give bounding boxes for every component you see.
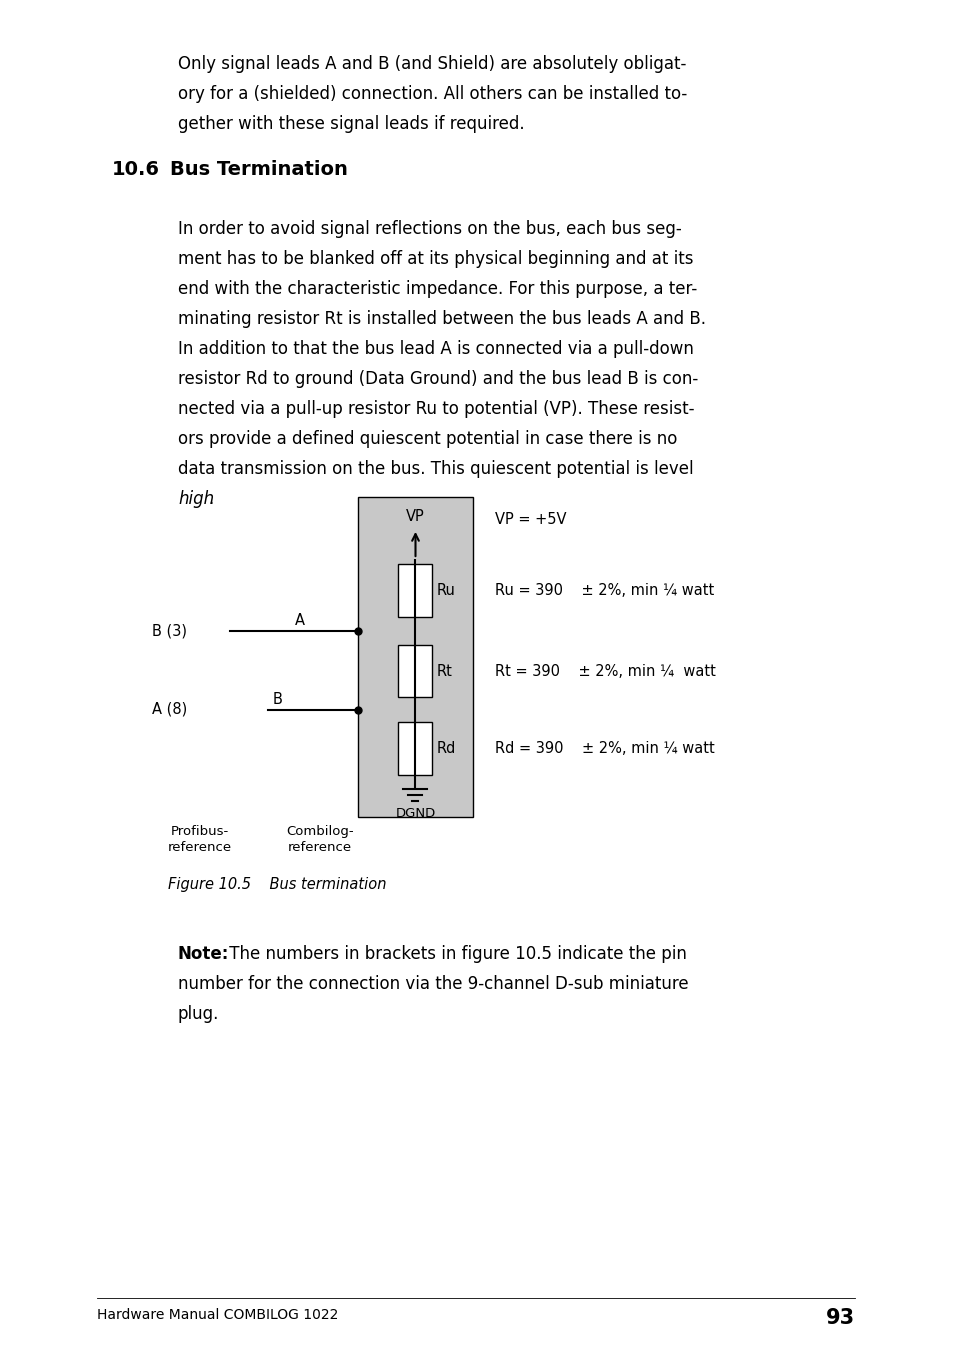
Text: plug.: plug.: [178, 1005, 219, 1023]
Text: data transmission on the bus. This quiescent potential is level: data transmission on the bus. This quies…: [178, 459, 693, 478]
Text: B: B: [273, 692, 283, 707]
Text: reference: reference: [168, 842, 232, 854]
Text: VP = +5V: VP = +5V: [495, 512, 566, 527]
Text: Rd = 390    ± 2%, min ¼ watt: Rd = 390 ± 2%, min ¼ watt: [495, 740, 714, 757]
Text: nected via a pull-up resistor Ru to potential (VP). These resist-: nected via a pull-up resistor Ru to pote…: [178, 400, 694, 417]
Text: resistor Rd to ground (Data Ground) and the bus lead B is con-: resistor Rd to ground (Data Ground) and …: [178, 370, 698, 388]
Text: 93: 93: [825, 1308, 854, 1328]
Text: DGND: DGND: [395, 807, 436, 820]
Text: A: A: [294, 613, 305, 628]
Text: The numbers in brackets in figure 10.5 indicate the pin: The numbers in brackets in figure 10.5 i…: [224, 944, 686, 963]
Text: Profibus-: Profibus-: [171, 825, 229, 838]
Text: number for the connection via the 9-channel D-sub miniature: number for the connection via the 9-chan…: [178, 975, 688, 993]
Text: .: .: [208, 490, 213, 508]
Text: ors provide a defined quiescent potential in case there is no: ors provide a defined quiescent potentia…: [178, 430, 677, 449]
Text: Combilog-: Combilog-: [286, 825, 354, 838]
Text: end with the characteristic impedance. For this purpose, a ter-: end with the characteristic impedance. F…: [178, 280, 697, 299]
Text: Only signal leads A and B (and Shield) are absolutely obligat-: Only signal leads A and B (and Shield) a…: [178, 55, 685, 73]
Text: Note:: Note:: [178, 944, 229, 963]
Text: high: high: [178, 490, 213, 508]
Text: Ru = 390    ± 2%, min ¼ watt: Ru = 390 ± 2%, min ¼ watt: [495, 584, 714, 598]
Text: Bus Termination: Bus Termination: [170, 159, 348, 178]
Bar: [357, 497, 473, 817]
Text: gether with these signal leads if required.: gether with these signal leads if requir…: [178, 115, 524, 132]
Bar: [398, 563, 432, 617]
Bar: [398, 721, 432, 775]
Text: Rt = 390    ± 2%, min ¼  watt: Rt = 390 ± 2%, min ¼ watt: [495, 663, 715, 678]
Text: minating resistor Rt is installed between the bus leads A and B.: minating resistor Rt is installed betwee…: [178, 309, 705, 328]
Text: In order to avoid signal reflections on the bus, each bus seg-: In order to avoid signal reflections on …: [178, 220, 681, 238]
Bar: [398, 644, 432, 697]
Text: Ru: Ru: [436, 584, 455, 598]
Text: ment has to be blanked off at its physical beginning and at its: ment has to be blanked off at its physic…: [178, 250, 693, 267]
Text: Rt: Rt: [436, 663, 452, 678]
Text: In addition to that the bus lead A is connected via a pull-down: In addition to that the bus lead A is co…: [178, 340, 693, 358]
Text: B (3): B (3): [152, 624, 187, 639]
Text: VP: VP: [406, 509, 424, 524]
Text: reference: reference: [288, 842, 352, 854]
Text: Figure 10.5    Bus termination: Figure 10.5 Bus termination: [168, 877, 386, 892]
Text: 10.6: 10.6: [112, 159, 160, 178]
Text: ory for a (shielded) connection. All others can be installed to-: ory for a (shielded) connection. All oth…: [178, 85, 686, 103]
Text: A (8): A (8): [152, 703, 187, 717]
Text: Hardware Manual COMBILOG 1022: Hardware Manual COMBILOG 1022: [97, 1308, 338, 1323]
Text: Rd: Rd: [436, 740, 456, 757]
